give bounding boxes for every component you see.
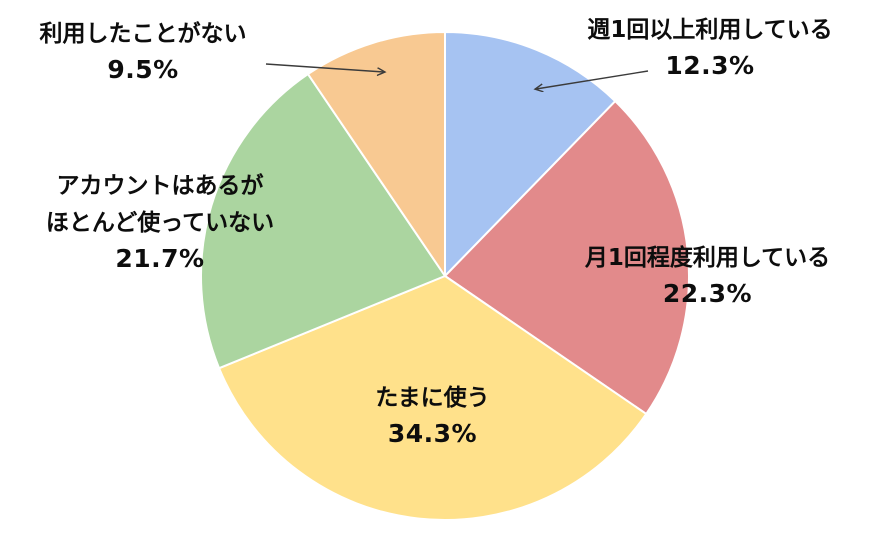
pie-slice-3 <box>200 73 446 370</box>
callout-account-label-line2: ほとんど使っていない <box>45 209 275 236</box>
pie-slice-0 <box>444 31 617 277</box>
callout-weekly: 週1回以上利用している 12.3% <box>540 12 880 83</box>
callout-account-label-line1: アカウントはあるが <box>56 173 264 199</box>
callout-never-pct: 9.5% <box>107 54 179 84</box>
callout-account-pct: 21.7% <box>115 243 205 273</box>
callout-monthly-label: 月1回程度利用している <box>584 245 831 271</box>
callout-never-label: 利用したことがない <box>39 21 247 47</box>
callout-weekly-pct: 12.3% <box>665 50 755 80</box>
callout-monthly: 月1回程度利用している 22.3% <box>535 240 880 311</box>
callout-sometimes-label: たまに使う <box>375 385 490 411</box>
pie-slice-1 <box>444 100 690 415</box>
callout-account: アカウントはあるが ほとんど使っていない 21.7% <box>10 168 310 275</box>
callout-monthly-pct: 22.3% <box>662 278 753 308</box>
callout-sometimes: たまに使う 34.3% <box>325 380 540 451</box>
pie-svg <box>200 31 690 521</box>
pie-slice-2 <box>218 275 648 521</box>
callout-weekly-label: 週1回以上利用している <box>587 17 833 43</box>
callout-sometimes-pct: 34.3% <box>387 418 478 448</box>
callout-never: 利用したことがない 9.5% <box>18 16 268 87</box>
pie-chart <box>199 30 691 522</box>
